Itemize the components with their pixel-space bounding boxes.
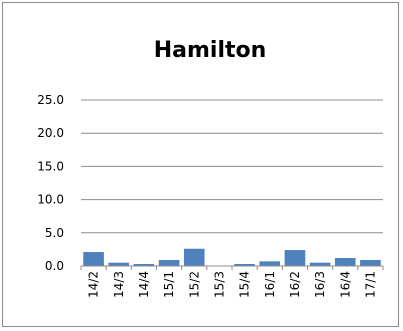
chart-frame bbox=[2, 2, 399, 327]
x-tick-label: 14/3 bbox=[112, 271, 126, 298]
bar-15-4 bbox=[234, 264, 255, 266]
bar-14-2 bbox=[83, 252, 104, 266]
bar-15-1 bbox=[158, 260, 180, 266]
bar-14-4 bbox=[133, 264, 155, 266]
bar-17-1 bbox=[360, 260, 381, 266]
bar-14-3 bbox=[108, 262, 130, 266]
chart-title: Hamilton bbox=[154, 38, 267, 63]
x-tick-label: 15/2 bbox=[187, 271, 201, 298]
x-tick-label: 16/4 bbox=[338, 271, 352, 298]
y-tick-label: 20.0 bbox=[37, 126, 64, 140]
gridlines bbox=[81, 99, 383, 234]
bar-15-2 bbox=[183, 248, 205, 266]
x-tick-label: 15/3 bbox=[212, 271, 226, 298]
x-tick-label: 14/4 bbox=[137, 271, 151, 298]
bar-16-4 bbox=[334, 258, 356, 266]
x-tick-label: 16/2 bbox=[288, 271, 302, 298]
x-tick-label: 15/1 bbox=[162, 271, 176, 298]
y-tick-label: 25.0 bbox=[37, 93, 64, 107]
x-tick-label: 16/3 bbox=[313, 271, 327, 298]
x-tick-label: 17/1 bbox=[363, 271, 377, 298]
y-tick-label: 10.0 bbox=[37, 193, 64, 207]
x-tick-label: 16/1 bbox=[263, 271, 277, 298]
y-tick-label: 5.0 bbox=[45, 226, 64, 240]
bar-16-2 bbox=[284, 250, 306, 266]
y-tick-label: 15.0 bbox=[37, 159, 64, 173]
x-tick-label: 15/4 bbox=[238, 271, 252, 298]
bar-16-1 bbox=[259, 261, 281, 266]
bars bbox=[83, 248, 381, 266]
x-axis-ticks: 14/2 14/3 14/4 15/1 15/2 15/3 15/4 16/1 16/2 16/3… bbox=[80, 266, 384, 298]
y-tick-label: 0.0 bbox=[45, 259, 64, 273]
x-tick-label: 14/2 bbox=[87, 271, 101, 298]
y-axis-ticks: 0.0 5.0 10.0 15.0 20.0 25.0 bbox=[37, 93, 64, 273]
bar-16-3 bbox=[309, 262, 331, 266]
